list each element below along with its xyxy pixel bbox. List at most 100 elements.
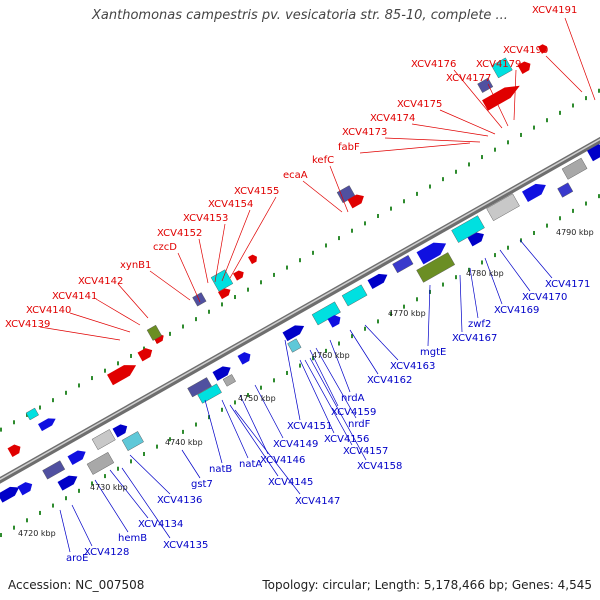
gene-feature — [0, 486, 20, 503]
gene-arrow — [538, 44, 547, 54]
gene-feature — [287, 338, 302, 353]
gene-label-bottom[interactable]: XCV4163 — [390, 361, 435, 372]
gene-arrow — [517, 61, 531, 74]
tick-dot — [468, 267, 470, 272]
gene-label-bottom[interactable]: XCV4151 — [287, 421, 332, 432]
gene-label-top[interactable]: XCV4175 — [397, 99, 442, 110]
gene-label-bottom[interactable]: XCV4145 — [268, 477, 313, 488]
tick-dot — [442, 282, 444, 287]
gene-arrow — [107, 365, 137, 386]
tick-dot — [455, 169, 457, 174]
gene-label-bottom[interactable]: zwf2 — [468, 319, 491, 330]
gene-label-top[interactable]: XCV4154 — [208, 199, 253, 210]
gene-label-bottom[interactable]: XCV4128 — [84, 547, 129, 558]
gene-label-bottom[interactable]: XCV4136 — [157, 495, 202, 506]
gene-arrow — [467, 232, 484, 247]
gene-label-top[interactable]: XCV4173 — [342, 127, 387, 138]
tick-dot — [273, 272, 275, 277]
gene-label-top[interactable]: XCV4155 — [234, 186, 279, 197]
gene-label-top[interactable]: XCV4139 — [5, 319, 50, 330]
gene-label-top[interactable]: XCV4142 — [78, 276, 123, 287]
gene-feature — [86, 452, 115, 475]
tick-dot — [234, 400, 236, 405]
gene-features[interactable] — [0, 0, 600, 503]
gene-label-bottom[interactable]: natB — [209, 464, 232, 475]
gene-label-top[interactable]: XCV4141 — [52, 291, 97, 302]
gene-block — [121, 431, 144, 451]
kbp-label: 4790 kbp — [556, 228, 594, 237]
gene-feature — [587, 144, 600, 162]
tick-dot — [559, 110, 561, 115]
gene-arrow — [327, 315, 341, 328]
gene-label-top[interactable]: XCV4179 — [476, 59, 521, 70]
gene-label-bottom[interactable]: XCV4149 — [273, 439, 318, 450]
tick-dot — [520, 238, 522, 243]
gene-label-bottom[interactable]: XCV4158 — [357, 461, 402, 472]
gene-label-top[interactable]: XCV4190 — [503, 45, 548, 56]
gene-arrow — [587, 144, 600, 162]
gene-label-top[interactable]: ecaA — [283, 170, 308, 181]
gene-label-bottom[interactable]: natA — [239, 459, 262, 470]
gene-block — [146, 324, 162, 341]
gene-label-bottom[interactable]: XCV4162 — [367, 375, 412, 386]
kbp-label: 4730 kbp — [90, 483, 128, 492]
gene-label-bottom[interactable]: XCV4156 — [324, 434, 369, 445]
label-leader-bottom — [469, 267, 479, 319]
label-leader-bottom — [499, 249, 531, 292]
gene-label-top[interactable]: XCV4176 — [411, 59, 456, 70]
gene-label-top[interactable]: XCV4191 — [532, 5, 577, 16]
gene-block — [451, 215, 485, 243]
gene-label-top[interactable]: fabF — [338, 142, 360, 153]
gene-label-bottom[interactable]: nrdA — [341, 393, 365, 404]
gene-label-bottom[interactable]: XCV4171 — [545, 279, 590, 290]
label-leader-bottom — [59, 509, 71, 553]
gene-label-bottom[interactable]: hemB — [118, 533, 147, 544]
gene-label-bottom[interactable]: aroE — [66, 553, 88, 564]
gene-feature — [367, 273, 388, 290]
gene-label-bottom[interactable]: gst7 — [191, 479, 213, 490]
tick-dot — [572, 103, 574, 108]
gene-label-top[interactable]: XCV4174 — [370, 113, 415, 124]
gene-arrow — [347, 194, 364, 209]
label-leader-bottom — [94, 479, 129, 533]
gene-block — [42, 460, 66, 480]
tick-dot — [286, 265, 288, 270]
gene-label-top[interactable]: XCV4177 — [446, 73, 491, 84]
tick-dot — [481, 260, 483, 265]
tick-dot — [481, 155, 483, 160]
gene-feature — [467, 232, 484, 247]
gene-label-top[interactable]: XCV4140 — [26, 305, 71, 316]
gene-feature — [237, 352, 251, 365]
tick-dot — [65, 390, 67, 395]
tick-dot — [299, 258, 301, 263]
label-leader-top — [384, 137, 481, 143]
gene-label-bottom[interactable]: XCV4146 — [260, 455, 305, 466]
gene-label-top[interactable]: XCV4153 — [183, 213, 228, 224]
gene-feature — [557, 182, 574, 198]
gene-label-top[interactable]: XCV4152 — [157, 228, 202, 239]
gene-label-bottom[interactable]: XCV4167 — [452, 333, 497, 344]
gene-label-bottom[interactable]: XCV4134 — [138, 519, 183, 530]
gene-label-bottom[interactable]: XCV4169 — [494, 305, 539, 316]
tick-dot — [26, 518, 28, 523]
gene-label-top[interactable]: czcD — [153, 242, 177, 253]
gene-label-bottom[interactable]: XCV4135 — [163, 540, 208, 551]
gene-label-bottom[interactable]: XCV4159 — [331, 407, 376, 418]
tick-dot — [104, 368, 106, 373]
tick-dot — [143, 346, 145, 351]
tick-dots — [0, 88, 600, 538]
gene-label-bottom[interactable]: nrdF — [348, 419, 371, 430]
label-leader-bottom — [309, 349, 339, 407]
tick-dot — [585, 96, 587, 101]
gene-label-bottom[interactable]: XCV4147 — [295, 496, 340, 507]
gene-arrow — [233, 270, 244, 281]
gene-label-top[interactable]: xynB1 — [120, 260, 151, 271]
bottom-strand-labels: aroE XCV4128 hemB XCV4134 XCV4135 XCV413… — [66, 279, 590, 564]
gene-label-bottom[interactable]: mgtE — [420, 347, 446, 358]
gene-label-bottom[interactable]: XCV4170 — [522, 292, 567, 303]
gene-label-top[interactable]: kefC — [312, 155, 334, 166]
tick-dot — [390, 312, 392, 317]
label-leader-top — [545, 55, 583, 93]
gene-label-bottom[interactable]: XCV4157 — [343, 446, 388, 457]
